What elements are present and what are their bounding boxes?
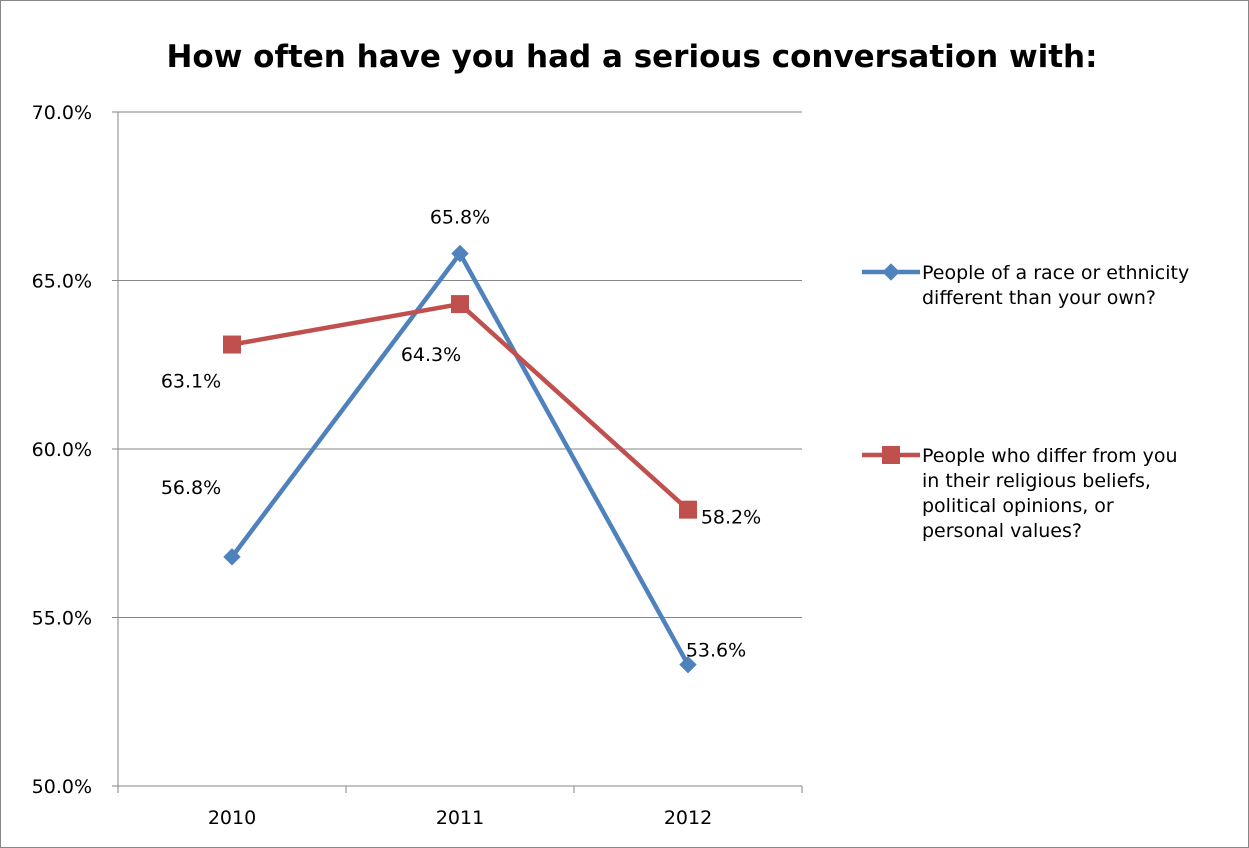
x-tick-label: 2011 bbox=[436, 807, 484, 829]
chart-title: How often have you had a serious convers… bbox=[166, 39, 1097, 75]
y-tick-label: 50.0% bbox=[32, 776, 92, 798]
data-label: 53.6% bbox=[686, 640, 746, 662]
x-tick-label: 2010 bbox=[208, 807, 256, 829]
y-tick-label: 55.0% bbox=[32, 608, 92, 630]
legend: People of a race or ethnicity different t… bbox=[862, 262, 1189, 542]
y-tick-label: 60.0% bbox=[32, 439, 92, 461]
legend-swatch-marker bbox=[882, 446, 900, 464]
data-label: 58.2% bbox=[701, 507, 761, 529]
legend-entry-text: personal values? bbox=[922, 520, 1082, 542]
data-label: 63.1% bbox=[161, 371, 221, 393]
series-1-point bbox=[223, 548, 241, 566]
legend-entry-text: different than your own? bbox=[922, 287, 1156, 309]
data-label: 65.8% bbox=[430, 207, 490, 229]
legend-entry-text: in their religious beliefs, bbox=[922, 470, 1151, 492]
y-tick-label: 70.0% bbox=[32, 102, 92, 124]
gridlines bbox=[118, 111, 802, 618]
data-label: 64.3% bbox=[401, 344, 461, 366]
x-tick-label: 2012 bbox=[664, 807, 712, 829]
axes: 50.0% 55.0% 60.0% 65.0% 70.0% 2010 2011 2012 bbox=[32, 102, 803, 829]
legend-swatch-marker bbox=[882, 263, 900, 281]
legend-entry-text: People of a race or ethnicity bbox=[922, 262, 1189, 284]
legend-entry-text: People who differ from you bbox=[922, 445, 1178, 467]
series-2-point bbox=[223, 335, 241, 354]
series-2-point bbox=[679, 500, 697, 519]
series-layer bbox=[223, 244, 697, 674]
series-1-point bbox=[451, 244, 469, 263]
data-labels: 56.8% 65.8% 53.6% 63.1% 64.3% 58.2% bbox=[161, 207, 761, 662]
data-label: 56.8% bbox=[161, 477, 221, 499]
legend-entry-text: political opinions, or bbox=[922, 495, 1114, 517]
series-2-point bbox=[451, 295, 469, 314]
series-1-point bbox=[679, 655, 697, 674]
y-tick-label: 65.0% bbox=[32, 271, 92, 293]
